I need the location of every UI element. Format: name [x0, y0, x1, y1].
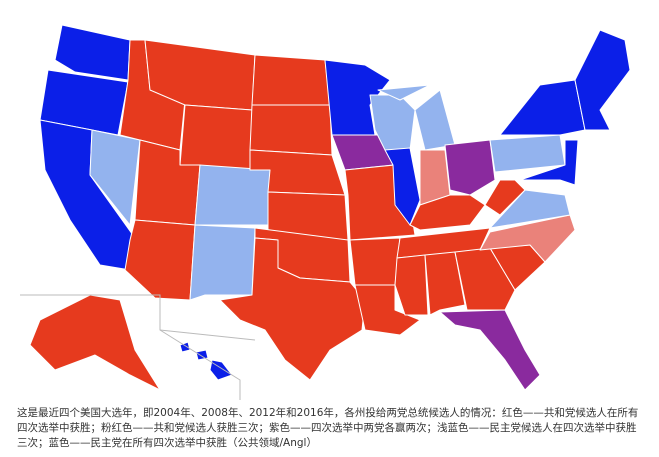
state — [499, 79, 586, 136]
state — [519, 139, 579, 186]
state — [189, 224, 256, 301]
state — [484, 179, 526, 216]
state — [574, 29, 631, 131]
state — [489, 189, 571, 229]
state — [414, 89, 456, 151]
state — [54, 24, 131, 81]
caption: 这是最近四个美国大选年，即2004年、2008年、2012年和2016年，各州投… — [17, 407, 639, 449]
inset-borders — [20, 294, 256, 400]
state — [195, 349, 209, 361]
state — [194, 164, 271, 226]
state — [349, 237, 401, 286]
state — [479, 214, 576, 263]
state — [424, 251, 466, 316]
states — [29, 24, 631, 391]
inset-border — [159, 329, 256, 341]
state — [251, 54, 331, 106]
state — [89, 129, 141, 226]
state — [219, 237, 366, 381]
state — [439, 309, 541, 391]
state — [29, 294, 161, 391]
state — [377, 84, 431, 101]
state — [489, 134, 566, 173]
us-map — [20, 24, 631, 400]
state — [409, 194, 486, 231]
state — [444, 139, 496, 196]
state — [124, 219, 196, 301]
state — [394, 254, 429, 316]
state — [179, 104, 253, 171]
state — [249, 104, 333, 156]
